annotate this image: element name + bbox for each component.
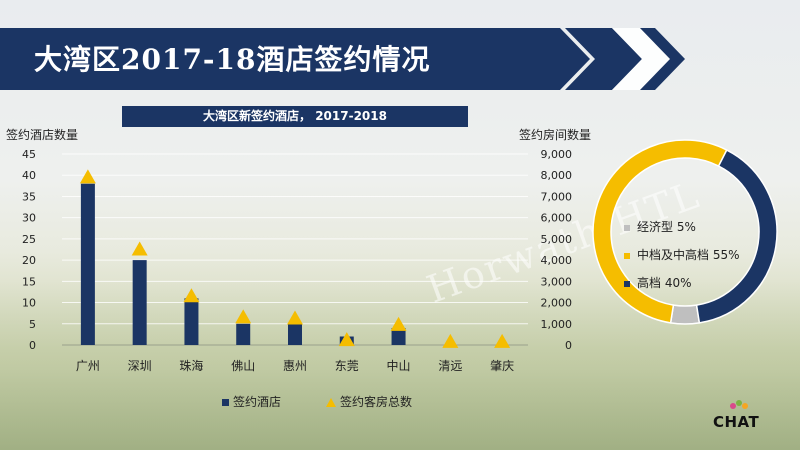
bar (288, 323, 302, 345)
right-tick-label: 7,000 (541, 190, 573, 203)
left-tick-label: 30 (22, 212, 36, 225)
left-axis-title: 签约酒店数量 (6, 128, 79, 142)
category-label: 佛山 (231, 359, 255, 373)
room-marker (79, 169, 96, 184)
chart-subtitle: 大湾区新签约酒店， 2017-2018 (122, 106, 468, 127)
left-tick-label: 5 (29, 318, 36, 331)
logo-flower-icon (730, 400, 748, 409)
room-marker (183, 288, 200, 303)
category-label: 中山 (387, 358, 411, 373)
room-marker (287, 310, 303, 325)
legend-label-rooms: 签约客房总数 (340, 395, 413, 409)
logo-text: CHAT (713, 413, 760, 431)
room-marker (442, 333, 459, 348)
left-tick-label: 45 (22, 148, 36, 161)
pie-legend-label: 高档 40% (637, 276, 692, 290)
left-tick-label: 25 (22, 233, 36, 246)
right-tick-label: 0 (565, 339, 572, 352)
pie-legend-swatch-icon (624, 280, 630, 287)
pie-legend-label: 经济型 5% (637, 220, 696, 234)
category-label: 东莞 (335, 359, 359, 373)
left-tick-label: 20 (22, 254, 36, 267)
category-label: 深圳 (128, 359, 152, 373)
pie-legend-swatch-icon (624, 252, 630, 259)
right-tick-label: 9,000 (541, 148, 573, 161)
bar (236, 323, 251, 345)
left-tick-label: 40 (22, 169, 36, 182)
legend-triangle-icon (326, 398, 336, 407)
category-label: 肇庆 (490, 358, 514, 373)
category-label: 珠海 (179, 358, 203, 373)
room-marker (494, 333, 511, 348)
right-tick-label: 1,000 (541, 318, 573, 331)
pie-legend-midscale: 中档及中高档 55% (624, 246, 740, 263)
right-tick-label: 8,000 (541, 169, 573, 182)
bar (80, 183, 95, 345)
right-tick-label: 2,000 (541, 297, 573, 310)
bar (132, 260, 147, 345)
room-marker (338, 332, 355, 347)
category-label: 广州 (76, 359, 100, 373)
legend-square-icon (222, 399, 229, 406)
left-tick-label: 0 (29, 339, 36, 352)
pie-legend-label: 中档及中高档 55% (637, 248, 740, 262)
pie-slice (695, 149, 778, 324)
left-tick-label: 35 (22, 190, 36, 203)
bar (184, 298, 199, 345)
room-marker (131, 241, 148, 256)
legend-label-hotels: 签约酒店 (233, 395, 282, 409)
pie-legend-swatch-icon (624, 224, 630, 231)
legend-item-rooms: 签约客房总数 (326, 393, 412, 410)
category-label: 清远 (438, 359, 462, 373)
left-tick-label: 15 (22, 275, 36, 288)
right-tick-label: 4,000 (541, 254, 573, 267)
page-title: 大湾区2017-18酒店签约情况 (34, 43, 431, 76)
room-marker (235, 309, 252, 324)
legend-item-hotels: 签约酒店 (222, 393, 281, 410)
room-marker (390, 316, 407, 331)
right-tick-label: 6,000 (541, 212, 573, 225)
right-tick-label: 3,000 (541, 275, 573, 288)
title-banner (0, 28, 685, 90)
pie-legend-economy: 经济型 5% (624, 218, 696, 235)
right-axis-title: 签约房间数量 (519, 128, 592, 142)
pie-legend-upscale: 高档 40% (624, 274, 692, 291)
category-label: 惠州 (283, 359, 307, 373)
pie-slice (669, 304, 701, 325)
right-tick-label: 5,000 (541, 233, 573, 246)
left-tick-label: 10 (22, 297, 36, 310)
bar (391, 328, 406, 345)
